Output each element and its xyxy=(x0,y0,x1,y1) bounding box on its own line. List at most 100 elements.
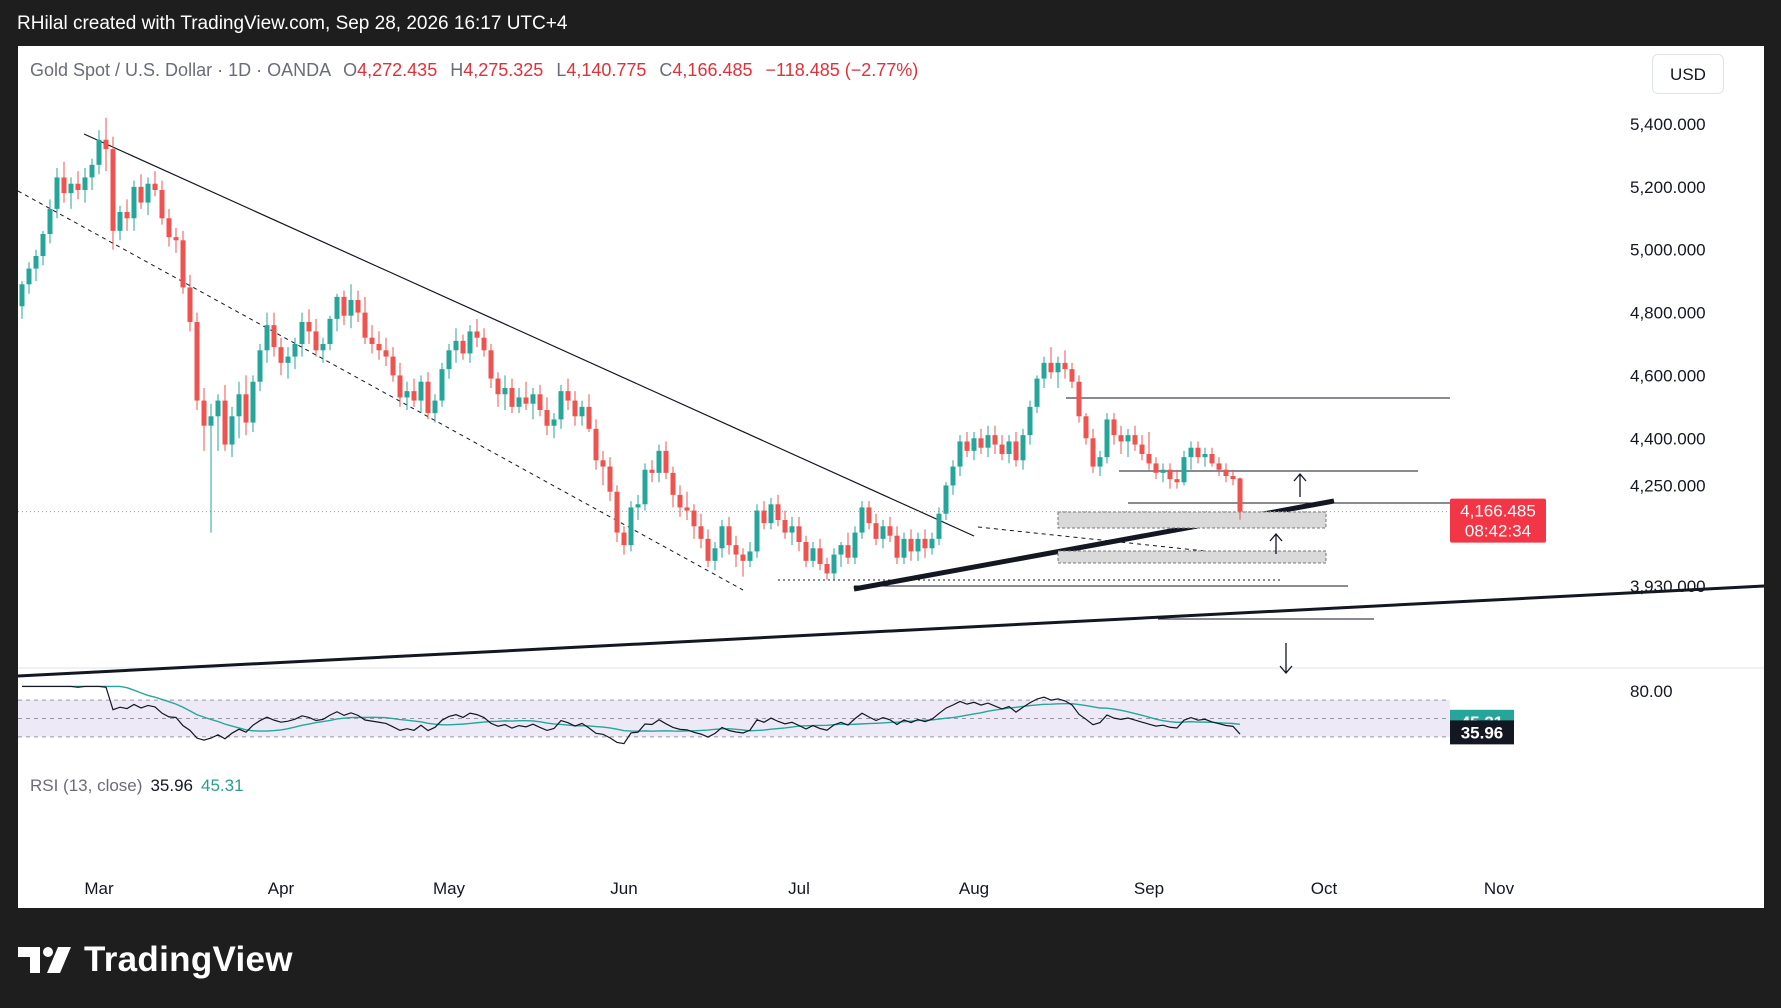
low-label: L xyxy=(556,60,567,80)
candle-body xyxy=(187,287,193,322)
candle-body xyxy=(894,535,900,558)
candle-body xyxy=(1188,447,1194,458)
candle-body xyxy=(978,438,984,448)
candle-body xyxy=(810,548,816,561)
descending-channel-dashed-line xyxy=(18,190,744,591)
candle-body xyxy=(537,394,543,410)
tradingview-logo-icon xyxy=(18,947,71,973)
candle-body xyxy=(453,340,459,351)
candle-body xyxy=(572,400,578,417)
candle-body xyxy=(796,526,802,542)
symbol-name: Gold Spot / U.S. Dollar · 1D · OANDA xyxy=(30,60,331,80)
candle-body xyxy=(992,435,998,445)
candle-body xyxy=(859,507,865,533)
candle-body xyxy=(635,504,641,508)
candle-body xyxy=(950,466,956,486)
up-arrow-icon xyxy=(1293,473,1307,497)
candle-body xyxy=(642,469,648,505)
candle-body xyxy=(684,507,690,511)
candle-body xyxy=(250,381,256,423)
high-value: 4,275.325 xyxy=(463,60,544,80)
candle-body xyxy=(96,139,102,165)
candle-body xyxy=(33,256,39,269)
candle-body xyxy=(880,526,886,539)
candle-body xyxy=(1090,438,1096,467)
tradingview-brand[interactable]: TradingView xyxy=(18,940,293,980)
candle-body xyxy=(271,325,277,348)
x-tick-label: Apr xyxy=(268,879,295,898)
candle-body xyxy=(1230,476,1236,480)
supply-zone-upper xyxy=(1057,511,1327,529)
x-tick-label: Mar xyxy=(84,879,114,898)
chart-frame[interactable]: 5,400.000 5,200.000 5,000.000 4,800.000 4,60… xyxy=(18,46,1764,908)
channel-dashed-line xyxy=(977,526,1319,564)
x-tick-label: Nov xyxy=(1484,879,1515,898)
candle-body xyxy=(138,186,144,203)
candle-body xyxy=(1181,457,1187,483)
candle-body xyxy=(656,450,662,473)
candle-body xyxy=(355,300,361,313)
candle-body xyxy=(1223,469,1229,476)
candle-body xyxy=(299,322,305,344)
up-arrow-icon xyxy=(1269,533,1283,554)
candle-body xyxy=(229,416,235,445)
candle-body xyxy=(1132,435,1138,445)
candle-body xyxy=(383,350,389,357)
x-tick-label: May xyxy=(433,879,466,898)
candle-body xyxy=(1237,478,1243,512)
candle-body xyxy=(68,183,74,194)
symbol-legend[interactable]: Gold Spot / U.S. Dollar · 1D · OANDA O4,… xyxy=(30,60,918,81)
x-tick-label: Jul xyxy=(788,879,810,898)
candle-body xyxy=(152,183,158,190)
candle-body xyxy=(327,318,333,344)
candle-body xyxy=(873,523,879,539)
candle-body xyxy=(208,416,214,426)
candle-body xyxy=(103,139,109,150)
high-label: H xyxy=(450,60,464,80)
candle-body xyxy=(362,312,368,338)
candle-body xyxy=(544,410,550,426)
candle-body xyxy=(509,388,515,407)
x-tick-label: Oct xyxy=(1311,879,1338,898)
price-chart[interactable]: 5,400.000 5,200.000 5,000.000 4,800.000 4,60… xyxy=(18,46,1764,908)
candle-body xyxy=(432,400,438,414)
candle-body xyxy=(481,337,487,351)
candle-body xyxy=(110,149,116,231)
candle-body xyxy=(845,545,851,558)
candle-body xyxy=(467,331,473,354)
candle-body xyxy=(1202,454,1208,458)
candle-body xyxy=(306,322,312,332)
candle-body xyxy=(733,545,739,555)
candle-body xyxy=(292,344,298,357)
candle-body xyxy=(166,218,172,238)
rsi-axis-label: 80.00 xyxy=(1630,682,1673,701)
rsi-legend[interactable]: RSI (13, close) 35.96 45.31 xyxy=(30,776,244,796)
candle-body xyxy=(1041,362,1047,379)
candle-body xyxy=(1104,419,1110,458)
currency-button[interactable]: USD xyxy=(1652,54,1724,94)
candle-body xyxy=(964,441,970,451)
candle-body xyxy=(817,548,823,564)
candle-body xyxy=(1027,406,1033,436)
candle-body xyxy=(866,507,872,524)
close-label: C xyxy=(659,60,673,80)
candle-body xyxy=(1174,479,1180,483)
candle-body xyxy=(404,391,410,398)
candle-body xyxy=(887,526,893,536)
candle-body xyxy=(264,325,270,351)
candle-body xyxy=(943,485,949,514)
candle-body xyxy=(523,397,529,404)
candle-body xyxy=(1020,435,1026,461)
candle-body xyxy=(82,177,88,190)
candle-body xyxy=(677,494,683,508)
candle-body xyxy=(908,538,914,552)
candle-body xyxy=(397,375,403,398)
candle-body xyxy=(551,419,557,426)
y-tick-label: 4,400.000 xyxy=(1630,429,1706,448)
candle-body xyxy=(1125,435,1131,442)
candle-body xyxy=(922,538,928,549)
candle-body xyxy=(89,164,95,178)
candle-body xyxy=(740,554,746,561)
candle-body xyxy=(278,347,284,363)
rsi-tag xyxy=(1450,720,1514,745)
